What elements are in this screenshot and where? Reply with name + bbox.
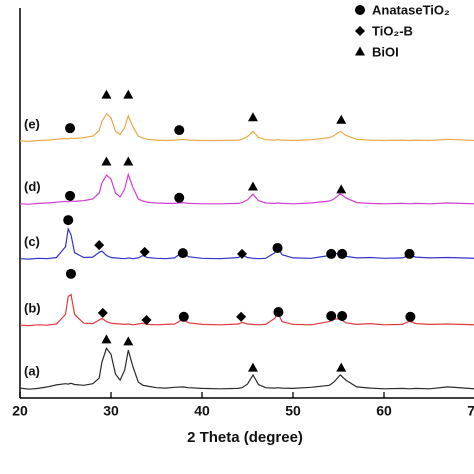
marker-circle [65,123,76,134]
marker-circle [65,268,76,279]
marker-triangle [355,46,365,56]
legend-label: AnataseTiO₂ [372,2,450,17]
x-tick-label: 70 [467,403,474,419]
pattern-line [19,112,474,142]
marker-circle [404,248,415,259]
series-label: (c) [24,234,40,249]
pattern-line [19,172,474,205]
marker-circle [65,190,76,201]
marker-triangle [101,156,112,166]
marker-triangle [123,89,134,99]
marker-triangle [101,89,112,99]
marker-circle [355,5,365,15]
x-tick-label: 50 [285,403,301,419]
marker-circle [273,307,284,318]
x-tick-label: 60 [376,403,392,419]
legend-label: TiO₂-B [372,23,413,38]
series-label: (b) [24,301,41,316]
marker-triangle [123,156,134,166]
series-label: (e) [24,116,40,131]
marker-diamond [237,248,248,259]
marker-triangle [336,114,347,124]
x-tick-label: 40 [194,403,210,419]
marker-triangle [123,336,134,346]
marker-triangle [247,181,258,191]
marker-diamond [141,314,152,325]
x-tick-label: 20 [12,403,28,419]
marker-circle [337,311,348,322]
marker-circle [63,215,74,226]
x-tick-label: 30 [103,403,119,419]
marker-triangle [336,362,347,372]
pattern-line [19,347,474,390]
marker-diamond [236,311,247,322]
marker-triangle [101,334,112,344]
pattern-line [19,293,474,327]
marker-circle [326,248,337,259]
marker-circle [272,242,283,253]
marker-circle [177,248,188,259]
series-label: (d) [24,179,41,194]
marker-circle [326,311,337,322]
marker-diamond [97,307,108,318]
marker-diamond [139,246,150,257]
marker-circle [174,192,185,203]
marker-circle [405,311,416,322]
x-axis-label: 2 Theta (degree) [187,429,303,446]
marker-circle [178,311,189,322]
marker-diamond [355,26,365,36]
marker-circle [337,248,348,259]
marker-triangle [247,112,258,122]
legend-label: BiOI [372,44,399,59]
marker-circle [174,125,185,136]
marker-triangle [336,184,347,194]
series-label: (a) [24,363,40,378]
marker-triangle [247,362,258,372]
marker-diamond [94,240,105,251]
